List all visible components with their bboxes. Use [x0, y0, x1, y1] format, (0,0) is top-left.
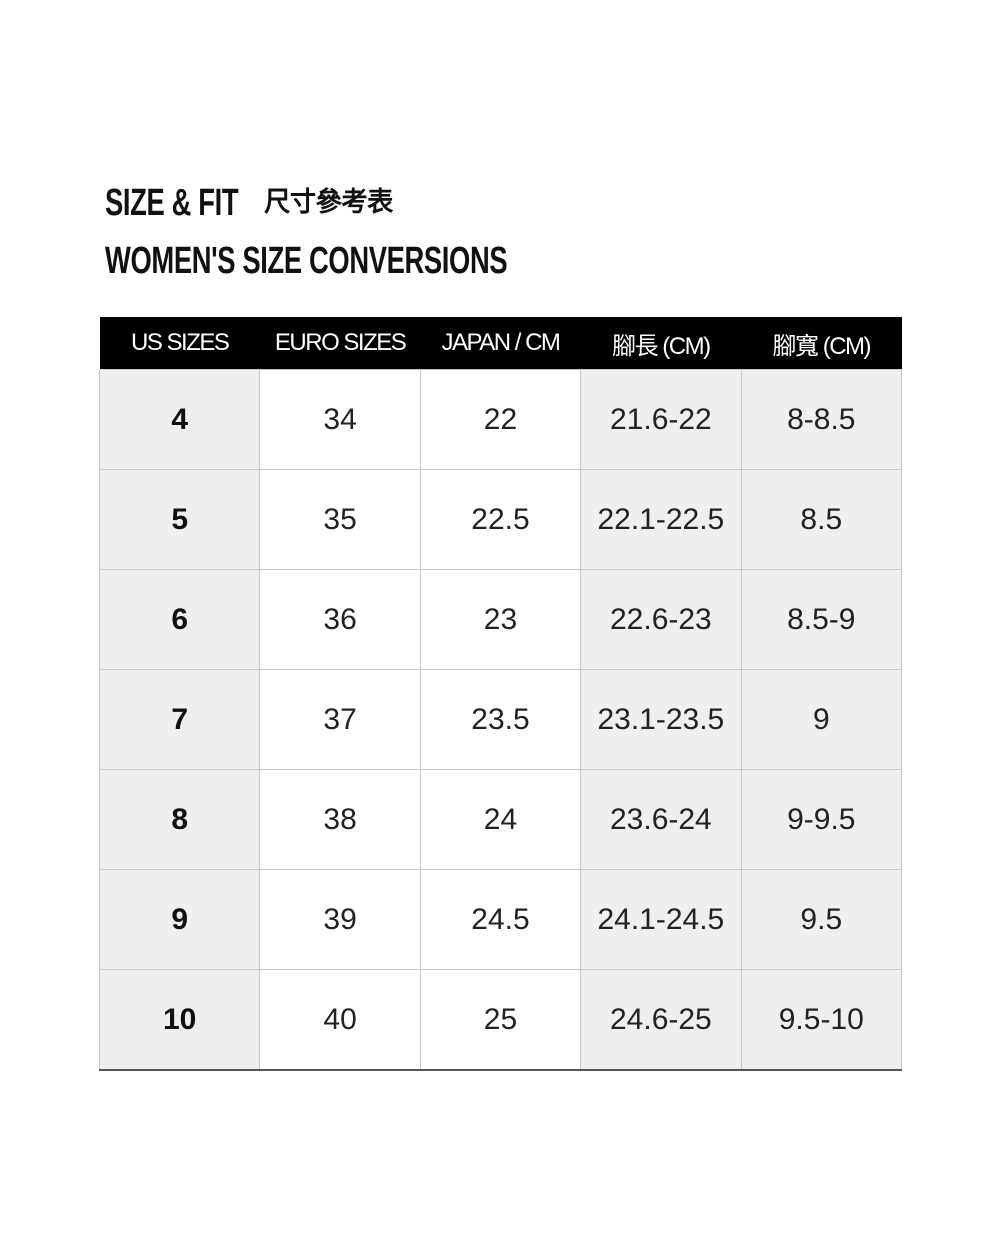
- cell-euro-sizes: 39: [259, 869, 421, 970]
- cell-us-sizes: 7: [98, 669, 261, 770]
- column-header-us-sizes: US SIZES: [99, 317, 260, 370]
- cell-foot-length: 22.1-22.5: [580, 469, 742, 570]
- cell-foot-length: 24.1-24.5: [580, 869, 742, 970]
- cell-us-sizes: 6: [98, 569, 261, 670]
- cell-japan-cm: 24.5: [419, 869, 582, 970]
- cell-us-sizes: 9: [98, 869, 261, 970]
- cell-foot-width: 9: [740, 669, 903, 770]
- cell-euro-sizes: 38: [259, 769, 421, 870]
- cell-us-sizes: 5: [98, 469, 261, 570]
- cell-foot-width: 9.5-10: [740, 969, 903, 1071]
- cell-foot-length: 23.1-23.5: [580, 669, 742, 770]
- table-row: 6 36 23 22.6-23 8.5-9: [98, 569, 903, 670]
- cell-japan-cm: 23: [419, 569, 582, 670]
- cell-euro-sizes: 40: [259, 969, 421, 1071]
- cell-japan-cm: 23.5: [419, 669, 582, 770]
- cell-us-sizes: 8: [98, 769, 261, 870]
- cell-foot-width: 9-9.5: [740, 769, 903, 870]
- cell-foot-length: 21.6-22: [580, 369, 742, 470]
- page-subtitle: WOMEN'S SIZE CONVERSIONS: [105, 240, 508, 282]
- cell-japan-cm: 22.5: [419, 469, 582, 570]
- cell-us-sizes: 4: [98, 369, 261, 470]
- cell-euro-sizes: 36: [259, 569, 421, 670]
- column-header-foot-length: 腳長 (CM): [580, 317, 742, 370]
- column-header-euro-sizes: EURO SIZES: [259, 317, 421, 370]
- column-header-japan-cm: JAPAN / CM: [420, 317, 581, 370]
- table-row: 8 38 24 23.6-24 9-9.5: [98, 769, 903, 870]
- table-row: 4 34 22 21.6-22 8-8.5: [98, 369, 903, 470]
- cell-japan-cm: 24: [419, 769, 582, 870]
- table-header-row: US SIZES EURO SIZES JAPAN / CM 腳長 (CM) 腳寬 (C…: [99, 317, 902, 370]
- cell-foot-width: 9.5: [740, 869, 903, 970]
- table-row: 5 35 22.5 22.1-22.5 8.5: [98, 469, 903, 570]
- cell-foot-width: 8.5: [740, 469, 903, 570]
- cell-japan-cm: 22: [419, 369, 582, 470]
- cell-euro-sizes: 35: [259, 469, 421, 570]
- table-row: 10 40 25 24.6-25 9.5-10: [98, 969, 903, 1071]
- title-zh: 尺寸參考表: [264, 187, 393, 217]
- cell-foot-length: 24.6-25: [580, 969, 742, 1071]
- title-en: SIZE & FIT: [105, 182, 239, 224]
- table-row: 9 39 24.5 24.1-24.5 9.5: [98, 869, 903, 970]
- cell-foot-length: 23.6-24: [580, 769, 742, 870]
- cell-japan-cm: 25: [419, 969, 582, 1071]
- cell-euro-sizes: 37: [259, 669, 421, 770]
- table-row: 7 37 23.5 23.1-23.5 9: [98, 669, 903, 770]
- cell-euro-sizes: 34: [259, 369, 421, 470]
- column-header-foot-width: 腳寬 (CM): [741, 317, 902, 370]
- cell-us-sizes: 10: [98, 969, 261, 1071]
- page-title: SIZE & FIT 尺寸參考表: [105, 180, 393, 225]
- cell-foot-length: 22.6-23: [580, 569, 742, 670]
- size-conversion-table: US SIZES EURO SIZES JAPAN / CM 腳長 (CM) 腳寬 (C…: [98, 317, 903, 1071]
- cell-foot-width: 8.5-9: [740, 569, 903, 670]
- cell-foot-width: 8-8.5: [740, 369, 903, 470]
